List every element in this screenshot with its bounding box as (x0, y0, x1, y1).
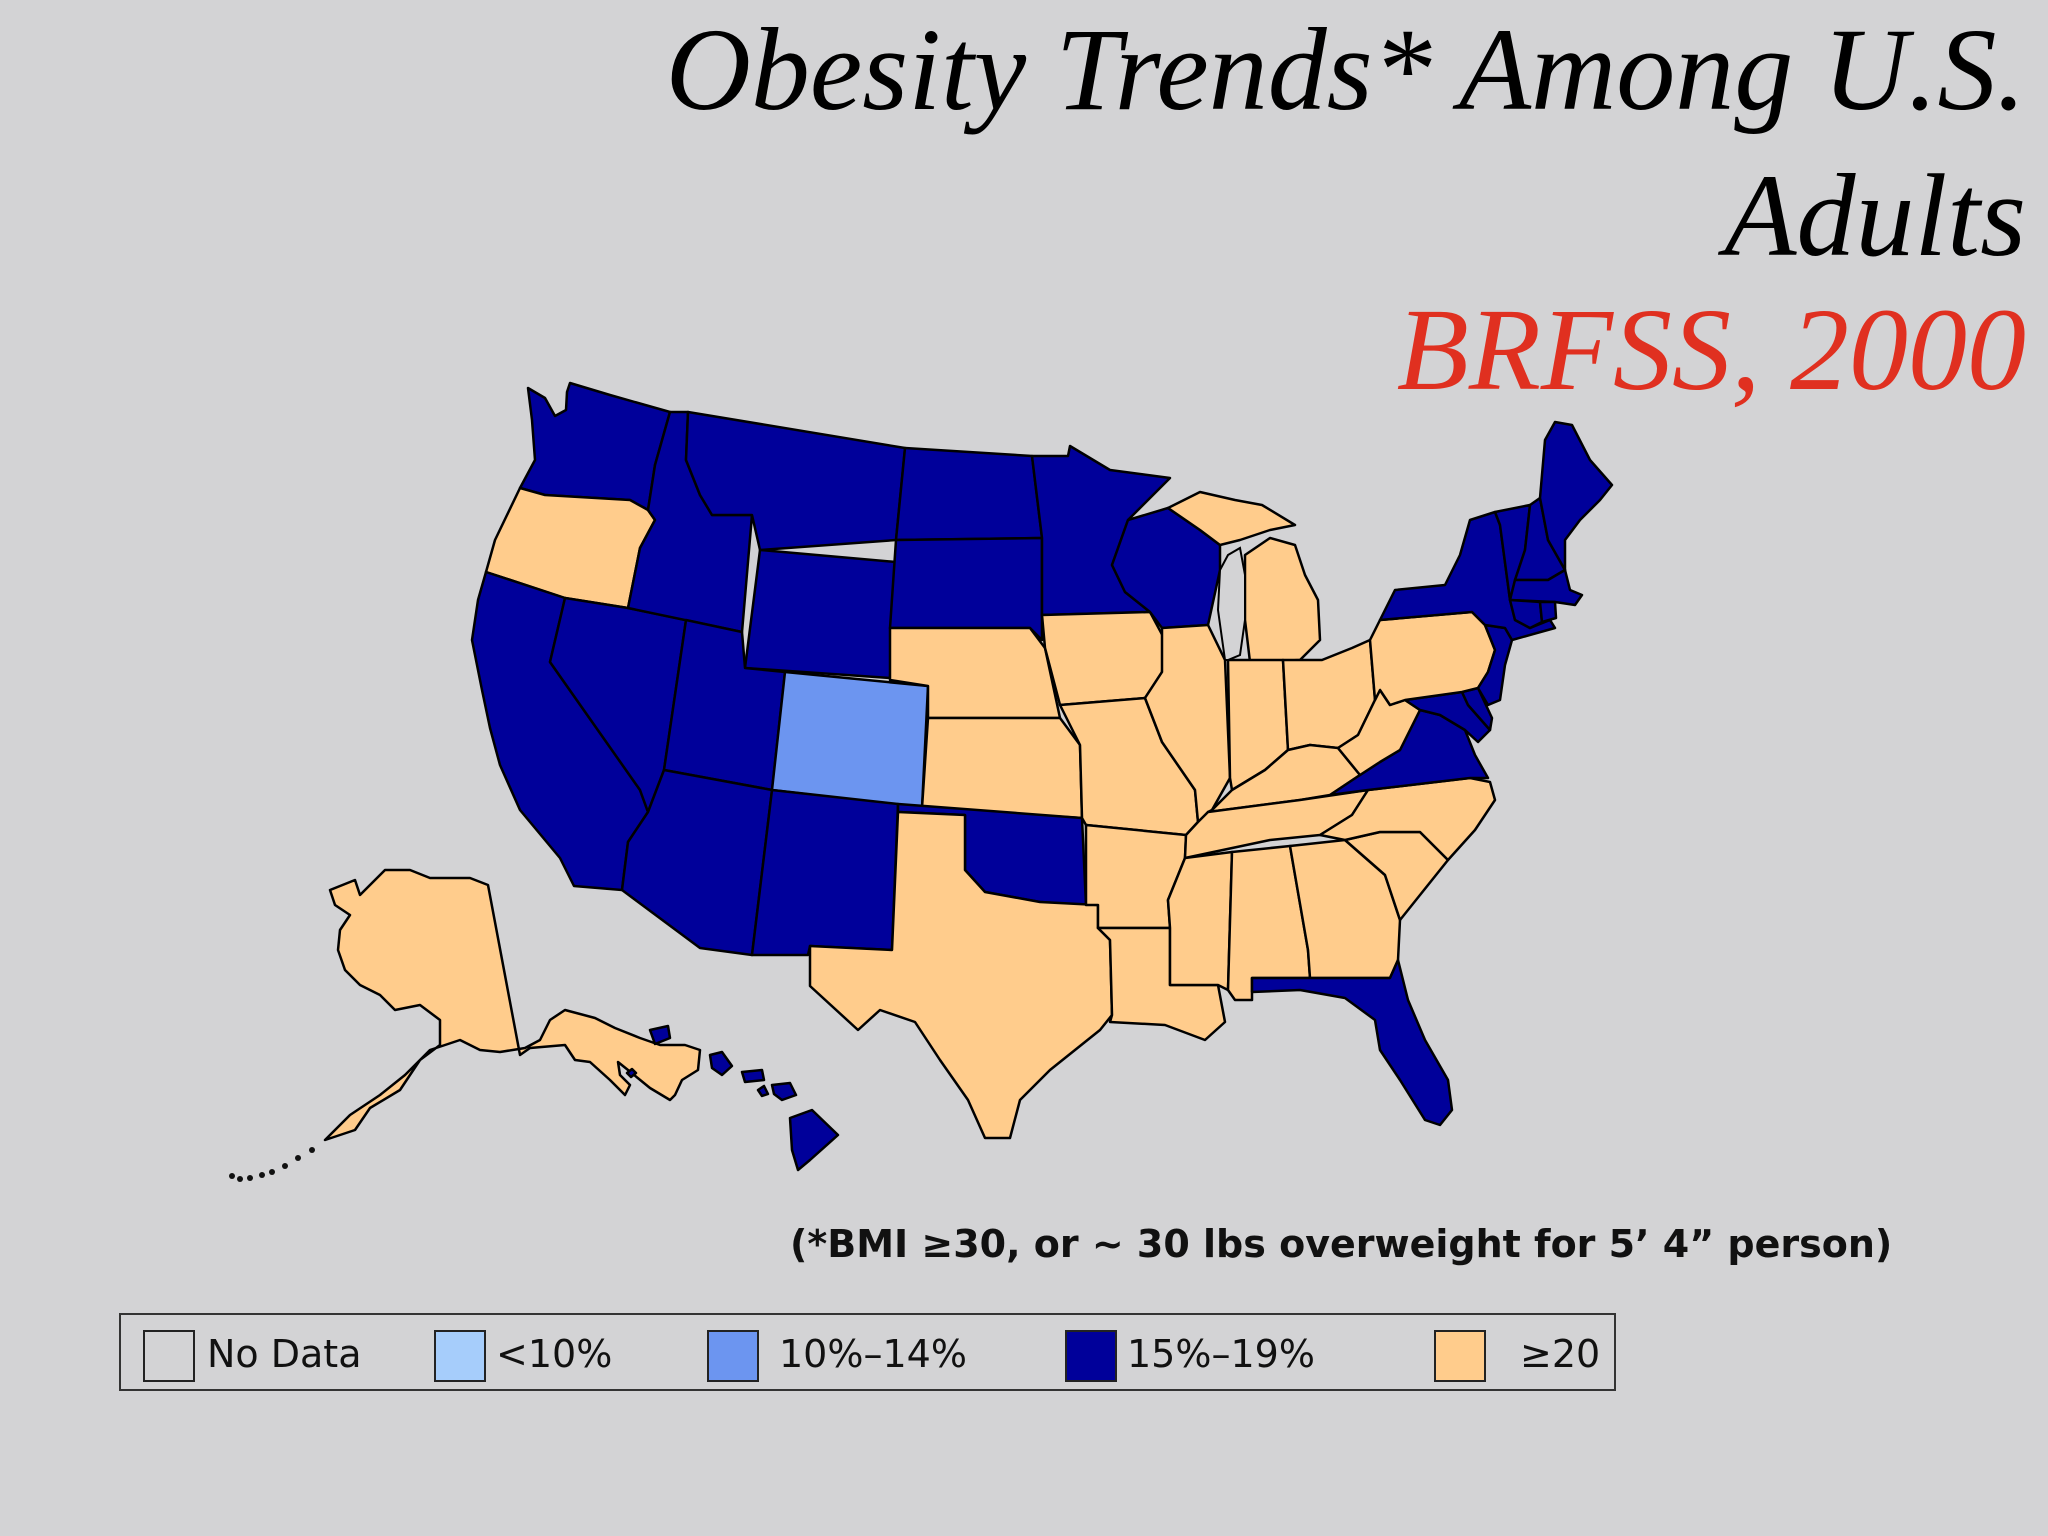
state-north-dakota[interactable] (894, 446, 1044, 542)
state-new-mexico[interactable] (750, 788, 900, 957)
legend-swatch-under-10 (434, 1330, 486, 1382)
legend-label-no-data: No Data (207, 1332, 362, 1376)
state-iowa[interactable] (1040, 610, 1167, 707)
state-kansas[interactable] (920, 716, 1084, 820)
state-maine[interactable] (1538, 420, 1614, 572)
state-washington[interactable] (518, 381, 672, 512)
title-subtitle-year: BRFSS, 2000 (1396, 284, 2026, 415)
legend-label-10-14: 10%–14% (779, 1332, 967, 1376)
state-south-dakota[interactable] (888, 536, 1044, 642)
state-wyoming[interactable] (743, 548, 898, 680)
legend-swatch-20-plus (1434, 1330, 1486, 1382)
legend-swatch-10-14 (707, 1330, 759, 1382)
state-rhode-island[interactable] (1538, 600, 1558, 624)
lake-michigan (1216, 546, 1246, 661)
footnote: (*BMI ≥30, or ~ 30 lbs overweight for 5’… (790, 1222, 1893, 1266)
state-north-carolina[interactable] (1318, 776, 1497, 862)
state-alaska-islands (229, 1147, 315, 1182)
state-florida[interactable] (1250, 958, 1454, 1127)
state-michigan[interactable] (1166, 490, 1322, 664)
title-line-1: Obesity Trends* Among U.S. (665, 4, 2026, 135)
state-connecticut[interactable] (1508, 598, 1544, 630)
state-massachusetts[interactable] (1508, 568, 1584, 607)
legend-label-under-10: <10% (496, 1332, 613, 1376)
title-line-2: Adults (1724, 150, 2026, 281)
legend-label-15-19: 15%–19% (1127, 1332, 1315, 1376)
legend-label-20-plus: ≥20 (1520, 1332, 1601, 1376)
state-colorado[interactable] (770, 670, 930, 810)
state-hawaii[interactable] (625, 1024, 840, 1172)
legend-swatch-15-19 (1065, 1330, 1117, 1382)
state-alaska[interactable] (323, 868, 702, 1142)
state-texas[interactable] (808, 810, 1114, 1140)
legend-swatch-no-data (143, 1330, 195, 1382)
legend: No Data <10% 10%–14% 15%–19% ≥20 (119, 1313, 1616, 1391)
